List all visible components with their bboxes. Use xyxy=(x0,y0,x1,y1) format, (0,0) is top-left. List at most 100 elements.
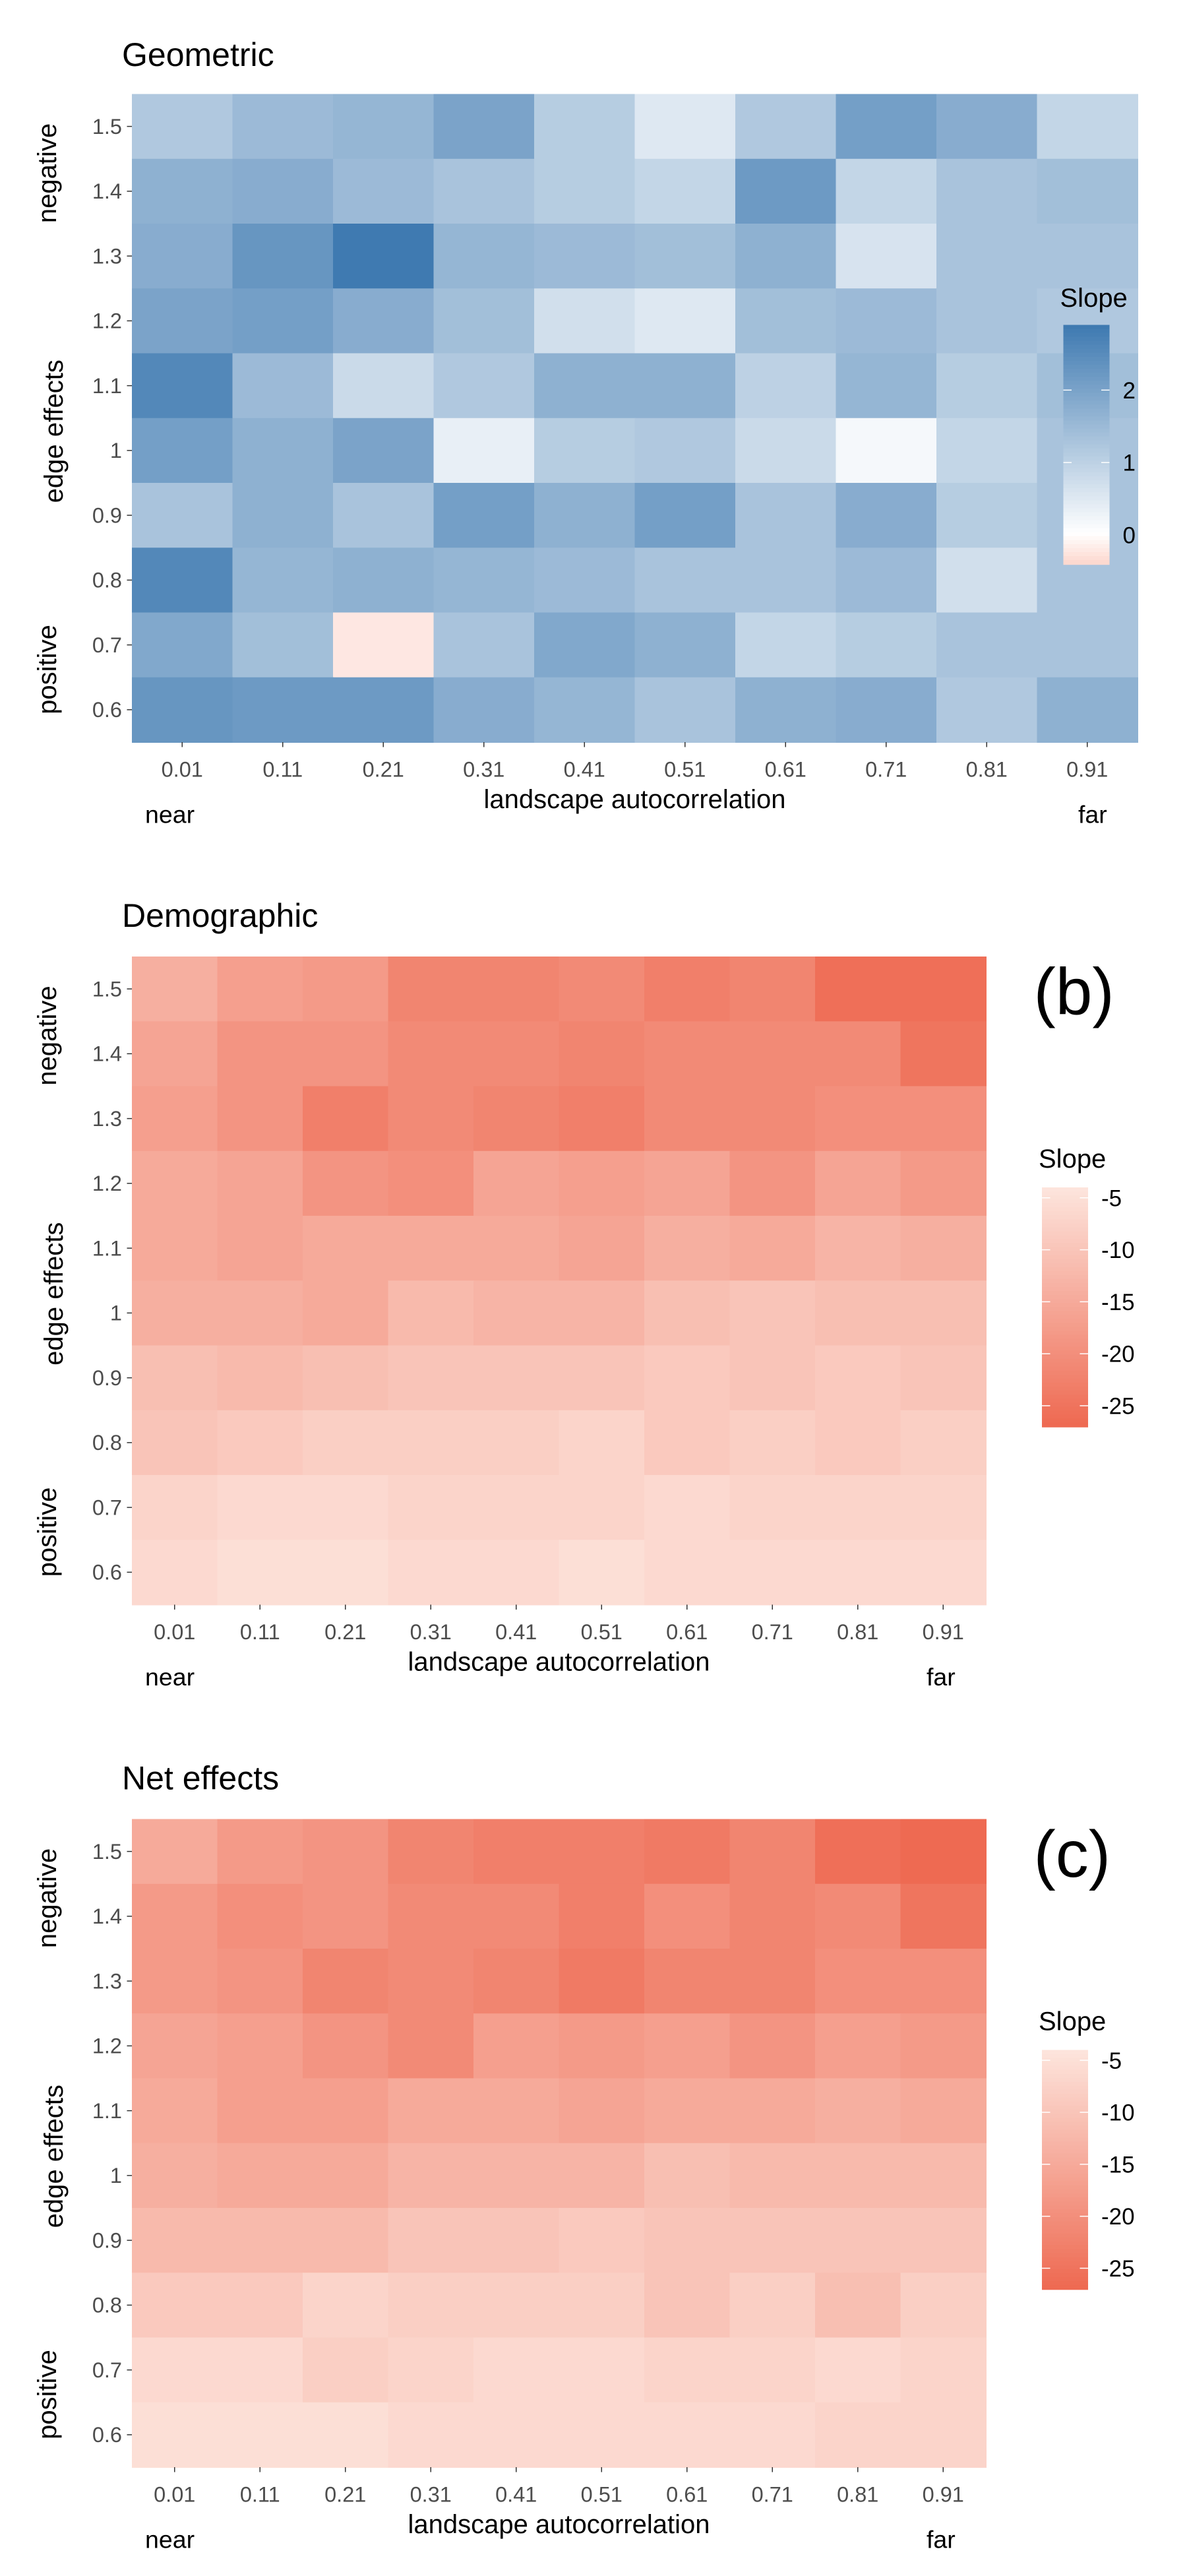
legend-colorbar-step xyxy=(1063,464,1110,470)
legend-colorbar-step xyxy=(1063,436,1110,441)
heatmap-cell xyxy=(217,2078,303,2144)
legend-colorbar-step xyxy=(1042,1387,1088,1392)
legend-colorbar-step xyxy=(1063,336,1110,342)
heatmap-cell xyxy=(936,288,1038,354)
heatmap-cell xyxy=(132,1949,218,2015)
legend-colorbar-step xyxy=(1042,1247,1088,1252)
heatmap-cell xyxy=(900,1345,987,1411)
panel-label: (b) xyxy=(1034,955,1114,1029)
heatmap-cell xyxy=(900,1021,987,1087)
heatmap-cell xyxy=(473,2402,560,2468)
legend-colorbar-step xyxy=(1042,1323,1088,1328)
heatmap-cell xyxy=(388,2078,474,2144)
heatmap-cell xyxy=(303,2143,389,2209)
heatmap-cell xyxy=(815,1949,901,2015)
legend-colorbar-step xyxy=(1042,1263,1088,1269)
x-tick-label: 0.61 xyxy=(666,1620,708,1644)
heatmap-cell xyxy=(473,1345,560,1411)
legend-colorbar-step xyxy=(1042,2284,1088,2290)
legend-colorbar-step xyxy=(1042,2065,1088,2071)
heatmap-cell xyxy=(473,2143,560,2209)
x-tick-label: 0.01 xyxy=(154,2483,195,2507)
heatmap-cell xyxy=(559,1819,645,1885)
legend-colorbar-step xyxy=(1063,356,1110,362)
legend-colorbar-step xyxy=(1042,2153,1088,2158)
legend-colorbar-step xyxy=(1042,2058,1088,2063)
legend-colorbar-step xyxy=(1042,2173,1088,2179)
heatmap-cell xyxy=(735,94,837,160)
x-tick-label: 0.81 xyxy=(837,1620,878,1644)
legend-colorbar-step xyxy=(1063,389,1110,394)
heatmap-cell xyxy=(1037,94,1138,160)
heatmap-cell xyxy=(815,1883,901,1949)
heatmap-cell xyxy=(836,353,937,419)
heatmap-cell xyxy=(388,1883,474,1949)
heatmap-cell xyxy=(534,418,636,484)
heatmap-cell xyxy=(815,1345,901,1411)
heatmap-cell xyxy=(1037,158,1138,224)
heatmap-cell xyxy=(644,2078,731,2144)
heatmap-cell xyxy=(132,158,233,224)
legend-colorbar-step xyxy=(1063,559,1110,565)
heatmap-cell xyxy=(644,1540,731,1606)
heatmap-cell xyxy=(534,483,636,549)
heatmap-cell xyxy=(815,2273,901,2339)
x-tick-label: 0.41 xyxy=(495,2483,537,2507)
y-tick-label: 1.1 xyxy=(92,374,122,398)
heatmap-cell xyxy=(729,1819,816,1885)
heatmap-cell xyxy=(1037,612,1138,678)
legend-colorbar-step xyxy=(1063,544,1110,550)
legend-colorbar-step xyxy=(1042,1402,1088,1408)
heatmap-cell xyxy=(900,2402,987,2468)
legend-tick-label: -10 xyxy=(1101,2100,1135,2126)
chart-title: Demographic xyxy=(122,897,318,934)
legend-colorbar-step xyxy=(1042,2085,1088,2091)
heatmap-cell xyxy=(232,612,334,678)
legend-colorbar-step xyxy=(1063,428,1110,433)
legend-tick-label: -10 xyxy=(1101,1238,1135,1263)
legend-colorbar-step xyxy=(1063,492,1110,497)
x-tick-label: 0.81 xyxy=(837,2483,878,2507)
legend-colorbar-step xyxy=(1063,364,1110,370)
heatmap-cell xyxy=(735,483,837,549)
heatmap-cell xyxy=(132,2013,218,2079)
heatmap-cell xyxy=(132,1345,218,1411)
legend-colorbar-step xyxy=(1042,1251,1088,1256)
legend-colorbar-step xyxy=(1042,2165,1088,2170)
heatmap-cell xyxy=(132,2078,218,2144)
legend-colorbar-step xyxy=(1042,2077,1088,2083)
legend-colorbar-step xyxy=(1042,1278,1088,1284)
heatmap-cell xyxy=(217,2013,303,2079)
heatmap-cell xyxy=(735,353,837,419)
y-tick-label: 0.6 xyxy=(92,1561,122,1585)
y-tick-label: 1.5 xyxy=(92,977,122,1001)
heatmap-cell xyxy=(303,2208,389,2274)
y-tick-label: 0.7 xyxy=(92,633,122,657)
heatmap-cell xyxy=(217,2402,303,2468)
legend-colorbar-step xyxy=(1042,1410,1088,1416)
heatmap-cell xyxy=(559,1216,645,1282)
legend-colorbar-step xyxy=(1042,1219,1088,1224)
heatmap-cell xyxy=(634,548,736,613)
legend-colorbar-step xyxy=(1042,1187,1088,1193)
heatmap-cell xyxy=(729,1883,816,1949)
y-group-label-positive: positive xyxy=(33,625,62,714)
heatmap-cell xyxy=(735,677,837,743)
legend-colorbar-step xyxy=(1042,1331,1088,1336)
heatmap-cell xyxy=(132,2337,218,2403)
legend-colorbar-step xyxy=(1063,412,1110,418)
legend-colorbar-step xyxy=(1042,1319,1088,1324)
legend-colorbar-step xyxy=(1063,520,1110,525)
y-tick-label: 1.4 xyxy=(92,1042,122,1066)
legend-colorbar-step xyxy=(1042,2073,1088,2079)
legend-colorbar-step xyxy=(1042,2169,1088,2175)
legend-title: Slope xyxy=(1039,2007,1106,2036)
heatmap-cell xyxy=(388,2273,474,2339)
heatmap-cell xyxy=(303,1086,389,1152)
legend-colorbar-step xyxy=(1063,456,1110,462)
heatmap-cell xyxy=(132,1540,218,1606)
heatmap-cell xyxy=(729,1021,816,1087)
legend-colorbar-step xyxy=(1042,2245,1088,2250)
heatmap-cell xyxy=(559,2078,645,2144)
heatmap-cell xyxy=(900,1280,987,1346)
